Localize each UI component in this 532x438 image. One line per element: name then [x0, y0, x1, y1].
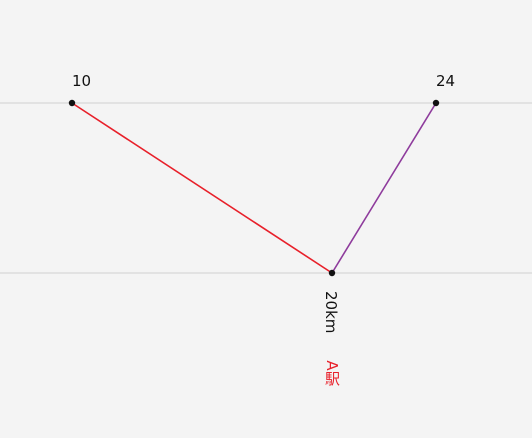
bottom-point	[328, 269, 336, 277]
distance-label: 20km	[322, 291, 340, 333]
top-right-value-label: 24	[436, 72, 455, 90]
right-route-segment	[331, 102, 437, 274]
left-route-segment	[71, 102, 333, 274]
top-left-point	[68, 99, 76, 107]
top-left-value-label: 10	[72, 72, 91, 90]
station-label: A駅	[323, 360, 341, 385]
top-right-point	[432, 99, 440, 107]
